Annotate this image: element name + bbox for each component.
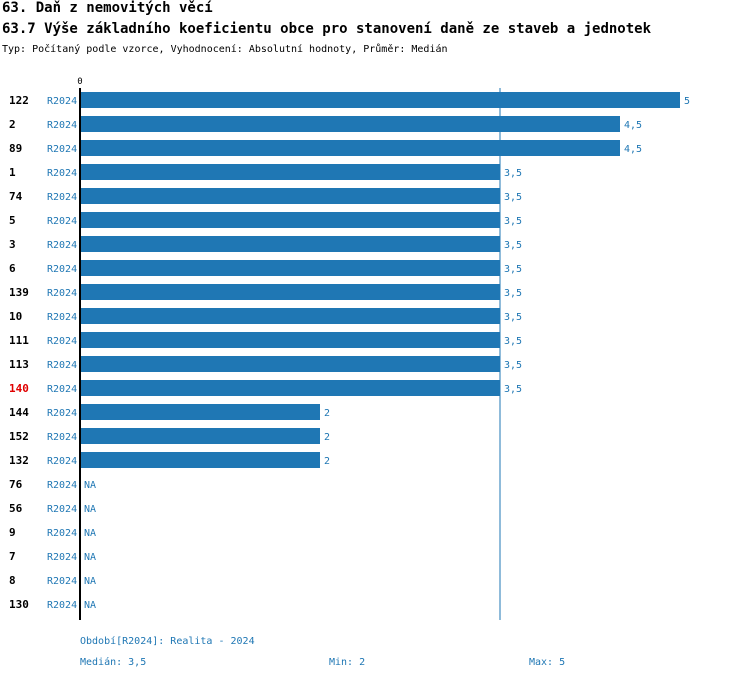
value-label: 3,5 bbox=[504, 192, 522, 203]
series-label: R2024 bbox=[47, 552, 77, 563]
category-label: 2 bbox=[9, 118, 16, 131]
bar bbox=[80, 164, 500, 180]
category-label: 9 bbox=[9, 526, 16, 539]
series-label: R2024 bbox=[47, 168, 77, 179]
value-label: 3,5 bbox=[504, 288, 522, 299]
series-label: R2024 bbox=[47, 288, 77, 299]
value-label: 5 bbox=[684, 96, 690, 107]
value-label: NA bbox=[84, 600, 96, 611]
bar bbox=[80, 452, 320, 468]
category-label: 7 bbox=[9, 550, 16, 563]
series-label: R2024 bbox=[47, 336, 77, 347]
category-label: 8 bbox=[9, 574, 16, 587]
bar bbox=[80, 236, 500, 252]
value-label: 3,5 bbox=[504, 216, 522, 227]
category-label: 3 bbox=[9, 238, 16, 251]
footer-median: Medián: 3,5 bbox=[80, 657, 147, 668]
category-label: 152 bbox=[9, 430, 29, 443]
value-label: 3,5 bbox=[504, 264, 522, 275]
series-label: R2024 bbox=[47, 96, 77, 107]
footer-period: Období[R2024]: Realita - 2024 bbox=[80, 636, 255, 647]
bar bbox=[80, 380, 500, 396]
value-label: 2 bbox=[324, 456, 330, 467]
category-label: 1 bbox=[9, 166, 16, 179]
value-label: 2 bbox=[324, 432, 330, 443]
series-label: R2024 bbox=[47, 528, 77, 539]
category-label: 10 bbox=[9, 310, 22, 323]
category-label: 5 bbox=[9, 214, 16, 227]
category-label: 140 bbox=[9, 382, 29, 395]
category-label: 56 bbox=[9, 502, 23, 515]
category-label: 89 bbox=[9, 142, 22, 155]
value-label: 3,5 bbox=[504, 360, 522, 371]
value-label: NA bbox=[84, 528, 96, 539]
category-label: 76 bbox=[9, 478, 23, 491]
category-label: 122 bbox=[9, 94, 29, 107]
footer-max: Max: 5 bbox=[529, 657, 566, 668]
category-label: 111 bbox=[9, 334, 29, 347]
series-label: R2024 bbox=[47, 312, 77, 323]
bar bbox=[80, 308, 500, 324]
bar bbox=[80, 428, 320, 444]
category-label: 132 bbox=[9, 454, 29, 467]
category-label: 6 bbox=[9, 262, 16, 275]
page-title: 63. Daň z nemovitých věcí bbox=[2, 0, 213, 16]
bar bbox=[80, 332, 500, 348]
bar bbox=[80, 92, 680, 108]
bar bbox=[80, 212, 500, 228]
value-label: NA bbox=[84, 504, 96, 515]
series-label: R2024 bbox=[47, 480, 77, 491]
series-label: R2024 bbox=[47, 504, 77, 515]
value-label: 3,5 bbox=[504, 240, 522, 251]
axis-zero-label: 0 bbox=[77, 77, 82, 87]
value-label: NA bbox=[84, 576, 96, 587]
value-label: 4,5 bbox=[624, 120, 642, 131]
value-label: NA bbox=[84, 552, 96, 563]
series-label: R2024 bbox=[47, 144, 77, 155]
category-label: 139 bbox=[9, 286, 29, 299]
value-label: 3,5 bbox=[504, 384, 522, 395]
value-label: 2 bbox=[324, 408, 330, 419]
category-label: 144 bbox=[9, 406, 29, 419]
series-label: R2024 bbox=[47, 576, 77, 587]
category-label: 113 bbox=[9, 358, 29, 371]
series-label: R2024 bbox=[47, 456, 77, 467]
series-label: R2024 bbox=[47, 264, 77, 275]
footer-min: Min: 2 bbox=[329, 657, 366, 668]
bar bbox=[80, 356, 500, 372]
chart-description: Typ: Počítaný podle vzorce, Vyhodnocení:… bbox=[2, 44, 448, 55]
series-label: R2024 bbox=[47, 240, 77, 251]
bar bbox=[80, 404, 320, 420]
category-label: 74 bbox=[9, 190, 23, 203]
value-label: 3,5 bbox=[504, 168, 522, 179]
value-label: NA bbox=[84, 480, 96, 491]
series-label: R2024 bbox=[47, 432, 77, 443]
series-label: R2024 bbox=[47, 384, 77, 395]
series-label: R2024 bbox=[47, 216, 77, 227]
bar bbox=[80, 140, 620, 156]
series-label: R2024 bbox=[47, 408, 77, 419]
series-label: R2024 bbox=[47, 360, 77, 371]
value-label: 3,5 bbox=[504, 336, 522, 347]
bar bbox=[80, 116, 620, 132]
bar bbox=[80, 284, 500, 300]
chart-title: 63.7 Výše základního koeficientu obce pr… bbox=[2, 21, 652, 37]
value-label: 3,5 bbox=[504, 312, 522, 323]
bar bbox=[80, 188, 500, 204]
series-label: R2024 bbox=[47, 600, 77, 611]
bar bbox=[80, 260, 500, 276]
series-label: R2024 bbox=[47, 120, 77, 131]
value-label: 4,5 bbox=[624, 144, 642, 155]
category-label: 130 bbox=[9, 598, 29, 611]
series-label: R2024 bbox=[47, 192, 77, 203]
